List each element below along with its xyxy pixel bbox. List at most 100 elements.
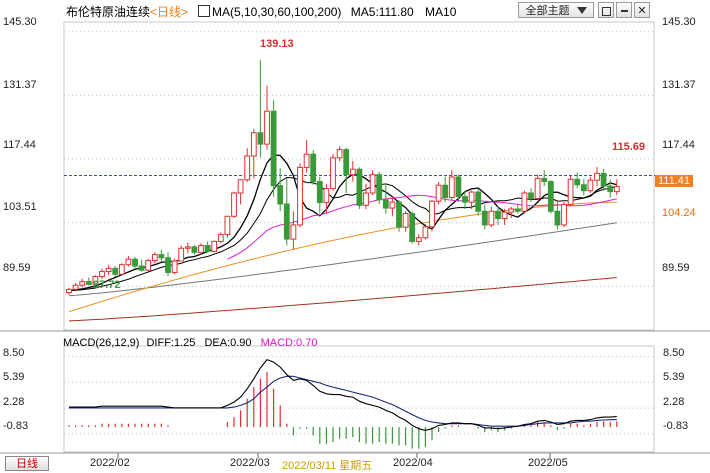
macd-right-tick-4: -0.83: [663, 420, 689, 432]
candle-up: [435, 184, 442, 202]
candle-down: [541, 177, 548, 183]
candle-up: [171, 260, 178, 273]
candle-up: [594, 172, 600, 181]
candle-down: [574, 178, 581, 186]
date-label-mar: 2022/03: [230, 457, 270, 469]
candle-up: [66, 288, 72, 294]
dea-line: [69, 375, 617, 427]
right-tick-3: 117.44: [662, 139, 695, 151]
date-axis: [117, 453, 551, 458]
price-panel: [64, 59, 658, 322]
candle-up: [184, 246, 191, 249]
macd-left-tick-1: 8.50: [3, 347, 25, 359]
candle-up: [145, 260, 152, 271]
diff-label: DIFF:1.25: [146, 337, 196, 349]
date-label-apr: 2022/04: [393, 457, 433, 469]
candle-down: [257, 132, 264, 145]
candle-up: [297, 166, 303, 226]
candle-up: [501, 211, 508, 220]
period-button[interactable]: 日线: [5, 456, 49, 471]
candle-up: [415, 237, 422, 242]
ma5-label: MA5:111.80: [350, 5, 414, 19]
dea-label: DEA:0.90: [204, 337, 252, 349]
candle-down: [283, 203, 290, 240]
candle-up: [72, 284, 79, 290]
macd-right-tick-3: 2.28: [663, 396, 685, 408]
candle-down: [495, 210, 501, 220]
chart-title: 布伦特原油连续<日线>: [66, 3, 188, 21]
macd-legend: MACD(26,12,9) DIFF:1.25 DEA:0.90 MACD:0.…: [63, 334, 317, 352]
candle-up: [237, 179, 244, 194]
candle-up: [92, 276, 99, 285]
candle-down: [528, 192, 534, 199]
candle-up: [587, 179, 594, 192]
candle-up: [290, 224, 297, 240]
candle-down: [580, 184, 587, 192]
minimize-icon: [620, 10, 628, 13]
candle-up: [264, 110, 270, 145]
candle-up: [118, 264, 125, 275]
right-tick-1: 145.30: [662, 16, 696, 28]
candle-up: [323, 187, 330, 204]
diff-line: [69, 358, 617, 431]
candle-up: [534, 177, 541, 199]
macd-panel-frame: [63, 345, 655, 453]
candle-up: [244, 155, 251, 181]
candle-up: [561, 203, 567, 226]
dropdown-arrow-icon: [576, 7, 587, 14]
recent-high-annotation: 115.69: [612, 141, 646, 153]
candle-down: [158, 254, 165, 259]
candle-up: [330, 157, 336, 189]
date-label-may: 2022/05: [528, 457, 568, 469]
candle-up: [303, 153, 310, 168]
candle-up: [363, 192, 369, 206]
left-tick-5: 89.59: [3, 262, 31, 274]
candle-down: [277, 185, 284, 205]
candle-down: [85, 281, 92, 285]
theme-dropdown[interactable]: 全部主题: [518, 2, 594, 18]
macd-right-tick-1: 8.50: [663, 347, 685, 359]
candle-down: [481, 210, 488, 226]
candle-down: [409, 213, 416, 242]
candle-down: [132, 258, 138, 267]
ma60-line: [68, 201, 617, 313]
ma200-line: [68, 277, 617, 322]
candle-up: [429, 200, 435, 228]
close-button[interactable]: ✕: [634, 2, 650, 18]
candle-up: [217, 234, 224, 242]
low-annotation: 87.72: [93, 279, 121, 291]
macd-title: MACD(26,12,9): [63, 337, 140, 349]
candle-down: [204, 245, 211, 252]
right-tick-2: 131.37: [662, 79, 696, 91]
candle-down: [316, 181, 323, 204]
candle-down: [547, 181, 554, 212]
macd-left-tick-3: 2.28: [3, 396, 25, 408]
candle-down: [165, 257, 171, 273]
theme-label: 全部主题: [525, 5, 570, 17]
candle-up: [508, 208, 515, 213]
candle-down: [343, 149, 350, 176]
candle-down: [356, 168, 363, 206]
restore-button[interactable]: [598, 2, 614, 18]
candle-down: [396, 201, 402, 228]
ma10-label: MA10: [425, 5, 457, 19]
right-tick-5: 89.59: [662, 262, 690, 274]
grid-lines: [0, 21, 710, 454]
macd-panel: [68, 358, 618, 449]
candle-down: [270, 110, 277, 187]
ma-label: MA(5,10,30,60,100,200): [212, 5, 342, 19]
candle-down: [514, 208, 521, 212]
minimize-button[interactable]: [616, 2, 632, 18]
candle-down: [112, 267, 119, 275]
candle-down: [455, 176, 462, 198]
candle-down: [600, 172, 607, 187]
candle-down: [310, 153, 317, 183]
candle-up: [349, 168, 356, 176]
candle-up: [422, 226, 429, 239]
close-icon: ✕: [637, 5, 647, 17]
macd-right-tick-2: 5.39: [663, 371, 685, 383]
candle-down: [475, 191, 482, 212]
candle-down: [191, 246, 198, 253]
candle-up: [448, 176, 455, 199]
